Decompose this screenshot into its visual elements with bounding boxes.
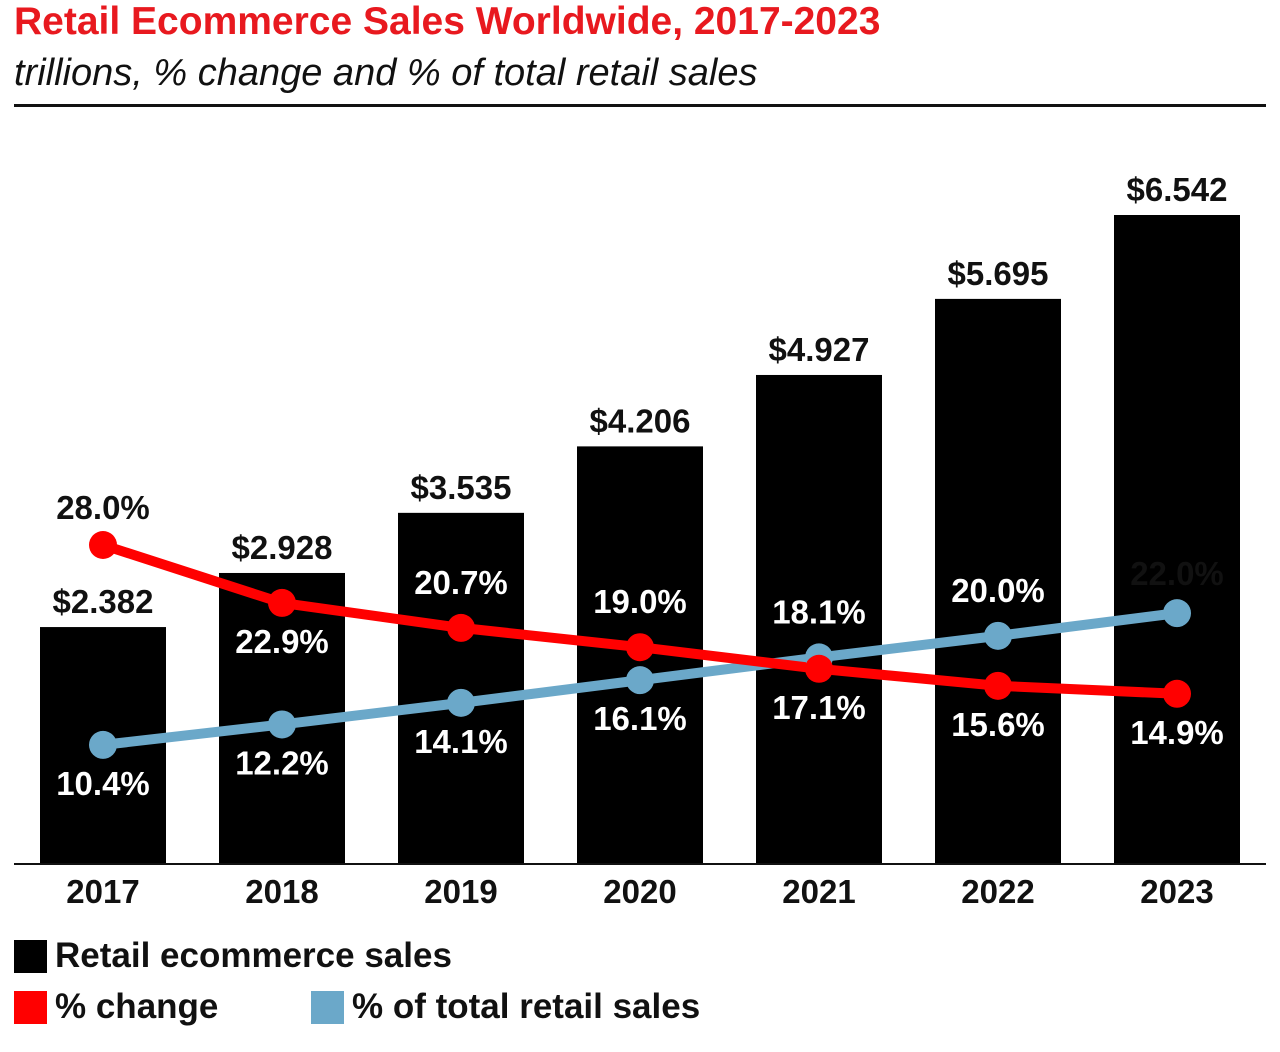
change-label-2020: 19.0% (593, 583, 687, 620)
x-tick-label-2021: 2021 (782, 873, 855, 910)
change-label-2021: 17.1% (772, 689, 866, 726)
share-label-2023: 22.0% (1130, 555, 1224, 592)
legend-label-retail-ecommerce-sales: Retail ecommerce sales (55, 936, 452, 975)
change-point-2022 (984, 671, 1012, 700)
ecommerce-chart: $2.382 $2.928 $3.535 $4.206 $4.927 $5.695 $6.5… (14, 171, 1266, 910)
bar-value-label-2019: $3.535 (411, 469, 512, 506)
x-tick-label-2017: 2017 (66, 873, 139, 910)
chart-subtitle: trillions, % change and % of total retai… (14, 52, 758, 94)
change-point-2017 (89, 531, 117, 559)
change-label-2023: 14.9% (1130, 714, 1224, 751)
bar-value-label-2022: $5.695 (948, 255, 1049, 292)
bar-value-label-2018: $2.928 (232, 529, 333, 566)
legend-item-retail-ecommerce-sales: Retail ecommerce sales (14, 936, 452, 975)
legend-label-percent-of-total: % of total retail sales (352, 987, 701, 1026)
change-point-2023 (1163, 679, 1191, 708)
change-label-2019: 20.7% (414, 564, 508, 601)
bar-value-label-2020: $4.206 (590, 402, 691, 439)
share-point-2020 (626, 666, 654, 695)
share-label-2020: 16.1% (593, 700, 687, 737)
share-point-2022 (984, 621, 1012, 650)
bar-value-label-2023: $6.542 (1127, 171, 1228, 208)
share-point-2018 (268, 710, 296, 739)
legend-item-percent-of-total: % of total retail sales (311, 987, 701, 1026)
change-point-2019 (447, 613, 475, 642)
legend-item-percent-change: % change (14, 987, 219, 1026)
change-point-2021 (805, 654, 833, 683)
bar-2023 (1114, 215, 1240, 863)
x-tick-label-2019: 2019 (424, 873, 497, 910)
chart-title: Retail Ecommerce Sales Worldwide, 2017-2… (14, 0, 881, 43)
bar-2019 (398, 512, 524, 863)
share-label-2021: 18.1% (772, 593, 866, 630)
change-label-2018: 22.9% (235, 623, 329, 660)
bar-value-label-2017: $2.382 (53, 583, 154, 620)
legend-swatch-change (14, 990, 47, 1024)
share-label-2022: 20.0% (951, 572, 1045, 609)
legend-label-percent-change: % change (55, 987, 219, 1026)
share-point-2023 (1163, 599, 1191, 628)
share-label-2018: 12.2% (235, 744, 329, 781)
change-label-2022: 15.6% (951, 706, 1045, 743)
x-tick-label-2020: 2020 (603, 873, 676, 910)
share-label-2017: 10.4% (56, 765, 150, 802)
share-label-2019: 14.1% (414, 723, 508, 760)
change-label-2017: 28.0% (56, 489, 150, 526)
x-tick-label-2023: 2023 (1140, 873, 1213, 910)
legend-swatch-share (311, 990, 344, 1024)
x-tick-label-2018: 2018 (245, 873, 318, 910)
bar-2022 (935, 298, 1061, 863)
title-divider (14, 104, 1266, 107)
change-point-2020 (626, 633, 654, 662)
share-point-2017 (89, 730, 117, 759)
bar-2021 (756, 374, 882, 863)
x-tick-label-2022: 2022 (961, 873, 1034, 910)
share-point-2019 (447, 688, 475, 717)
legend-swatch-bars (14, 939, 47, 973)
bar-value-label-2021: $4.927 (769, 331, 870, 368)
change-point-2018 (268, 588, 296, 617)
